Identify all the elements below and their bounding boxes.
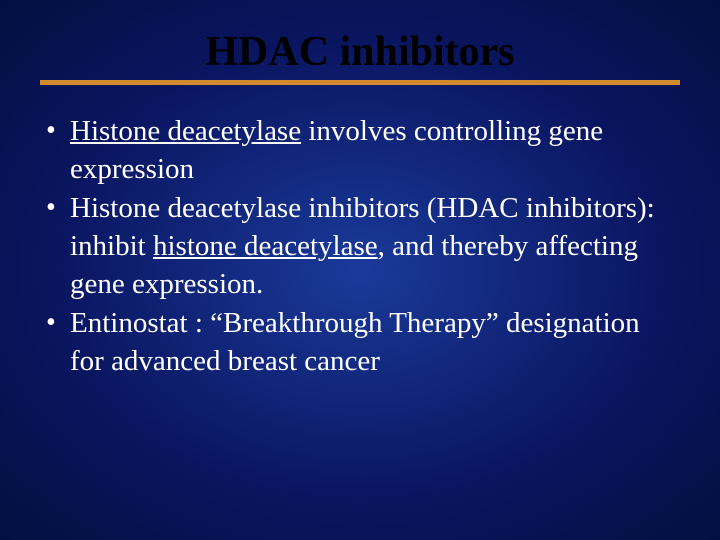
slide-content: Histone deacetylase involves controlling… (40, 113, 680, 381)
slide-title: HDAC inhibitors (40, 28, 680, 76)
bullet-list: Histone deacetylase involves controlling… (40, 113, 680, 381)
bullet-item: Histone deacetylase inhibitors (HDAC inh… (40, 190, 680, 303)
slide-container: HDAC inhibitors Histone deacetylase invo… (0, 0, 720, 540)
title-divider (40, 80, 680, 85)
bullet-segment: Entinostat : “Breakthrough Therapy” desi… (70, 307, 640, 377)
bullet-item: Histone deacetylase involves controlling… (40, 113, 680, 188)
bullet-segment: Histone deacetylase (70, 115, 301, 147)
bullet-segment: histone deacetylase (153, 230, 378, 262)
bullet-item: Entinostat : “Breakthrough Therapy” desi… (40, 305, 680, 380)
